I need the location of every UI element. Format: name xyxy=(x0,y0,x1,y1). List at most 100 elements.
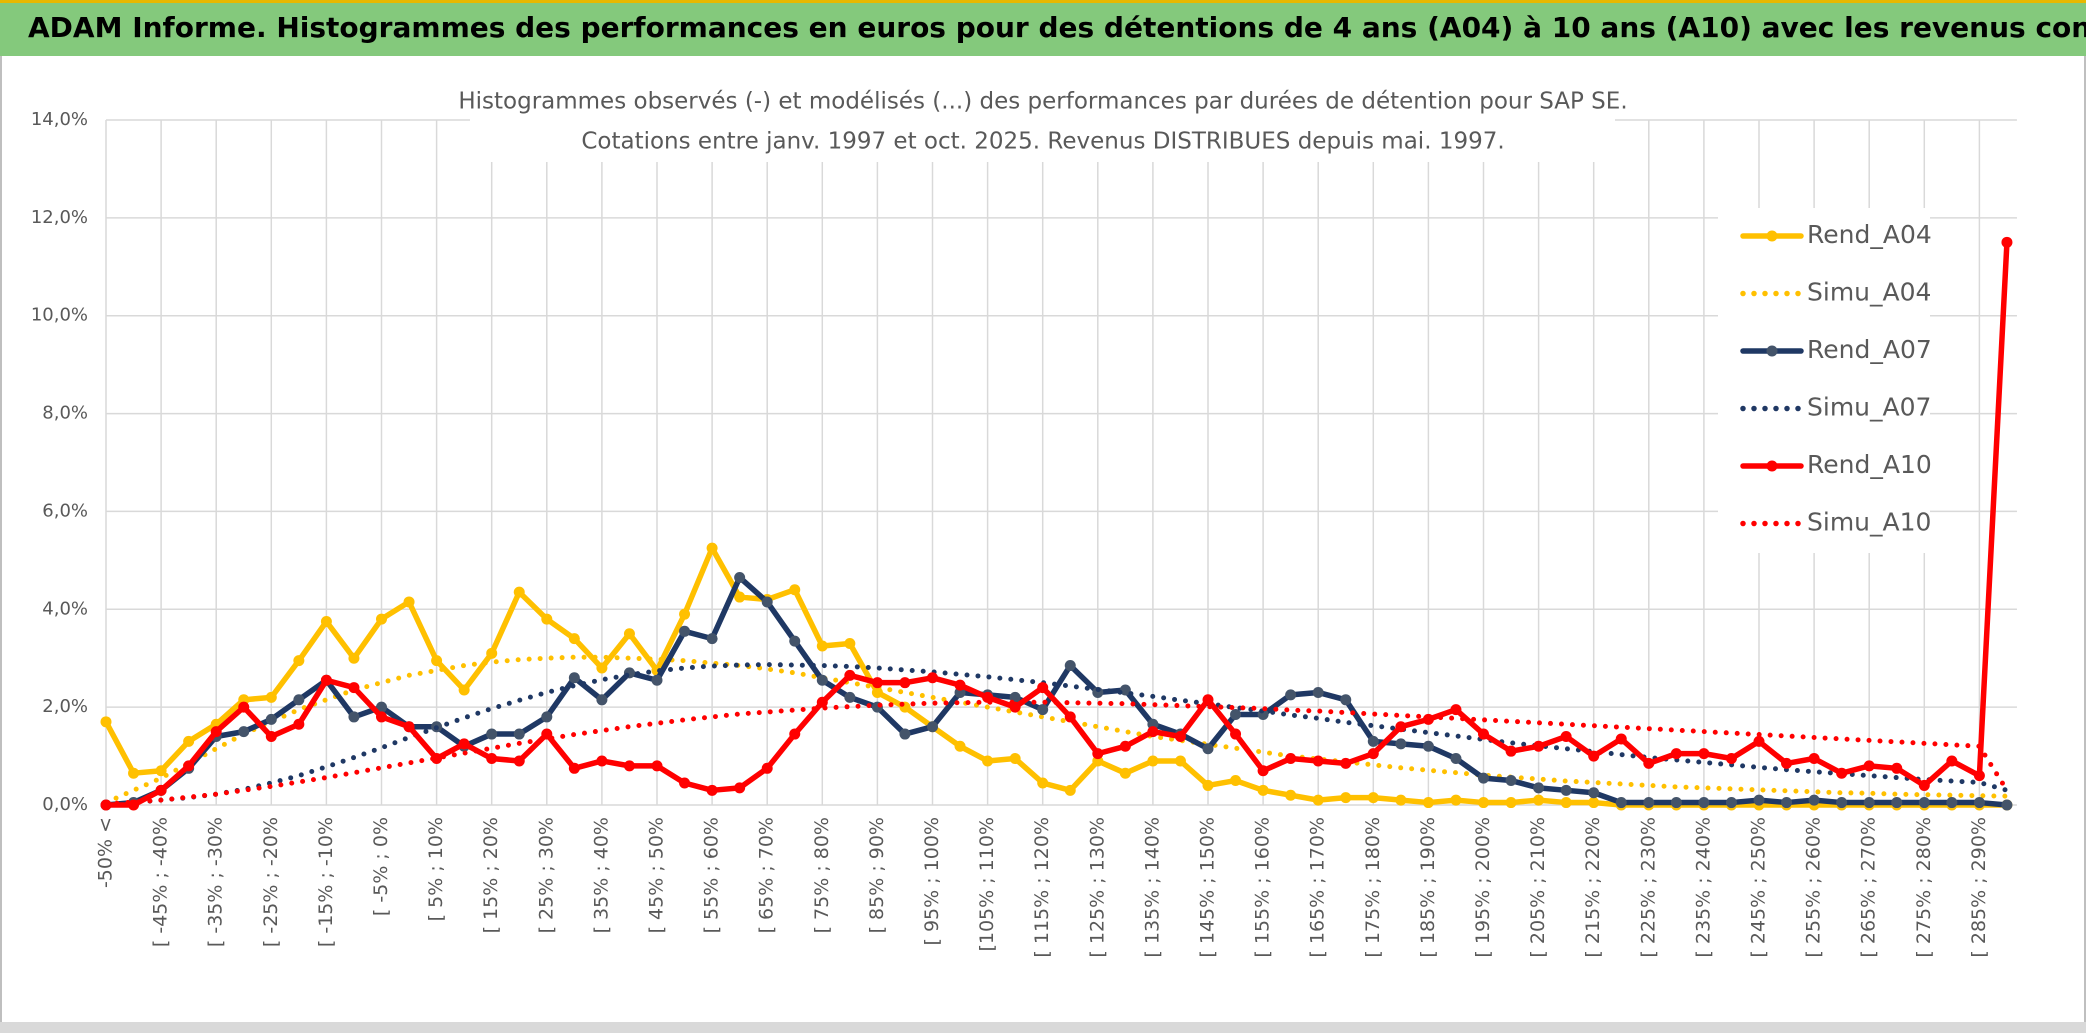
legend-label: Simu_A10 xyxy=(1807,508,1931,537)
marker xyxy=(954,740,966,752)
marker xyxy=(1147,755,1159,767)
marker xyxy=(1725,797,1737,809)
x-tick-label: [ 135% ; 140% xyxy=(1141,817,1163,958)
x-tick-label: [ 75% ; 80% xyxy=(811,817,833,933)
marker xyxy=(348,682,360,694)
legend: Rend_A04 Simu_A04 Rend_A07 Simu_A07 Rend_A10… xyxy=(1740,220,1932,537)
marker xyxy=(982,755,994,767)
marker xyxy=(1698,797,1710,809)
marker xyxy=(348,652,360,664)
marker xyxy=(1312,794,1324,806)
x-tick-label: [ 205% ; 210% xyxy=(1527,817,1549,958)
legend-label: Simu_A07 xyxy=(1807,393,1931,422)
marker xyxy=(816,696,828,708)
page-title: ADAM Informe. Histogrammes des performan… xyxy=(28,11,2086,44)
marker xyxy=(789,584,801,596)
marker xyxy=(1119,767,1131,779)
marker xyxy=(458,684,470,696)
marker xyxy=(706,784,718,796)
marker xyxy=(1505,775,1517,787)
marker xyxy=(1450,794,1462,806)
y-tick-label: 2,0% xyxy=(42,696,88,717)
title-band xyxy=(0,0,2086,56)
marker xyxy=(1670,797,1682,809)
x-tick-label: [ 265% ; 270% xyxy=(1858,817,1880,958)
x-tick-label: [ 145% ; 150% xyxy=(1197,817,1219,958)
marker xyxy=(1367,735,1379,747)
marker xyxy=(1312,755,1324,767)
marker xyxy=(1836,797,1848,809)
legend-label: Rend_A04 xyxy=(1807,220,1932,249)
marker xyxy=(1037,682,1049,694)
marker xyxy=(1312,686,1324,698)
marker xyxy=(789,635,801,647)
marker xyxy=(1670,748,1682,760)
marker xyxy=(734,571,746,583)
marker xyxy=(1340,694,1352,706)
marker xyxy=(1560,784,1572,796)
marker xyxy=(1836,767,1848,779)
marker xyxy=(1119,684,1131,696)
marker xyxy=(1753,794,1765,806)
marker xyxy=(1918,797,1930,809)
marker xyxy=(1257,784,1269,796)
marker xyxy=(816,640,828,652)
marker xyxy=(1367,748,1379,760)
x-tick-label: [ 85% ; 90% xyxy=(866,817,888,933)
marker xyxy=(706,542,718,554)
y-tick-label: 0,0% xyxy=(42,794,88,815)
x-tick-label: [ -5% ; 0% xyxy=(370,817,392,916)
marker xyxy=(1037,704,1049,716)
marker xyxy=(513,586,525,598)
legend-label: Simu_A04 xyxy=(1807,278,1931,307)
x-tick-label: [ 245% ; 250% xyxy=(1748,817,1770,958)
marker xyxy=(1450,704,1462,716)
marker xyxy=(1119,740,1131,752)
marker xyxy=(596,694,608,706)
marker xyxy=(1422,740,1434,752)
marker xyxy=(1064,660,1076,672)
marker xyxy=(1946,755,1958,767)
marker xyxy=(1340,757,1352,769)
marker xyxy=(1230,708,1242,720)
legend-marker xyxy=(1766,230,1778,242)
y-tick-label: 10,0% xyxy=(31,305,88,326)
marker xyxy=(1891,762,1903,774)
x-tick-label: [ 45% ; 50% xyxy=(646,817,668,933)
marker xyxy=(376,613,387,625)
marker xyxy=(844,638,856,650)
marker xyxy=(403,721,415,733)
x-tick-label: [ 185% ; 190% xyxy=(1417,817,1439,958)
marker xyxy=(1781,757,1793,769)
marker xyxy=(706,633,718,645)
marker xyxy=(1092,748,1104,760)
x-tick-label: [105% ; 110% xyxy=(976,817,998,952)
marker xyxy=(651,760,663,772)
marker xyxy=(541,711,553,723)
y-tick-label: 4,0% xyxy=(42,598,88,619)
y-tick-label: 8,0% xyxy=(42,403,88,424)
marker xyxy=(1257,765,1269,777)
marker xyxy=(871,677,883,689)
marker xyxy=(1615,733,1627,745)
chart-subtitle: Cotations entre janv. 1997 et oct. 2025.… xyxy=(581,129,1504,155)
marker xyxy=(1588,750,1600,762)
marker xyxy=(1643,757,1655,769)
marker xyxy=(155,765,167,777)
x-tick-label: [ 235% ; 240% xyxy=(1692,817,1714,958)
x-tick-label: [ -45% ; -40% xyxy=(150,817,172,947)
marker xyxy=(1973,797,1985,809)
marker xyxy=(679,625,691,637)
marker xyxy=(1064,784,1076,796)
x-tick-label: [ 25% ; 30% xyxy=(535,817,557,933)
marker xyxy=(1533,782,1545,794)
marker xyxy=(1009,753,1021,765)
marker xyxy=(265,713,277,725)
x-tick-label: [ 255% ; 260% xyxy=(1803,817,1825,958)
marker xyxy=(1973,770,1985,782)
marker xyxy=(1174,731,1186,742)
marker xyxy=(789,728,801,740)
marker xyxy=(927,672,938,684)
x-tick-label: [ 95% ; 100% xyxy=(921,817,943,945)
